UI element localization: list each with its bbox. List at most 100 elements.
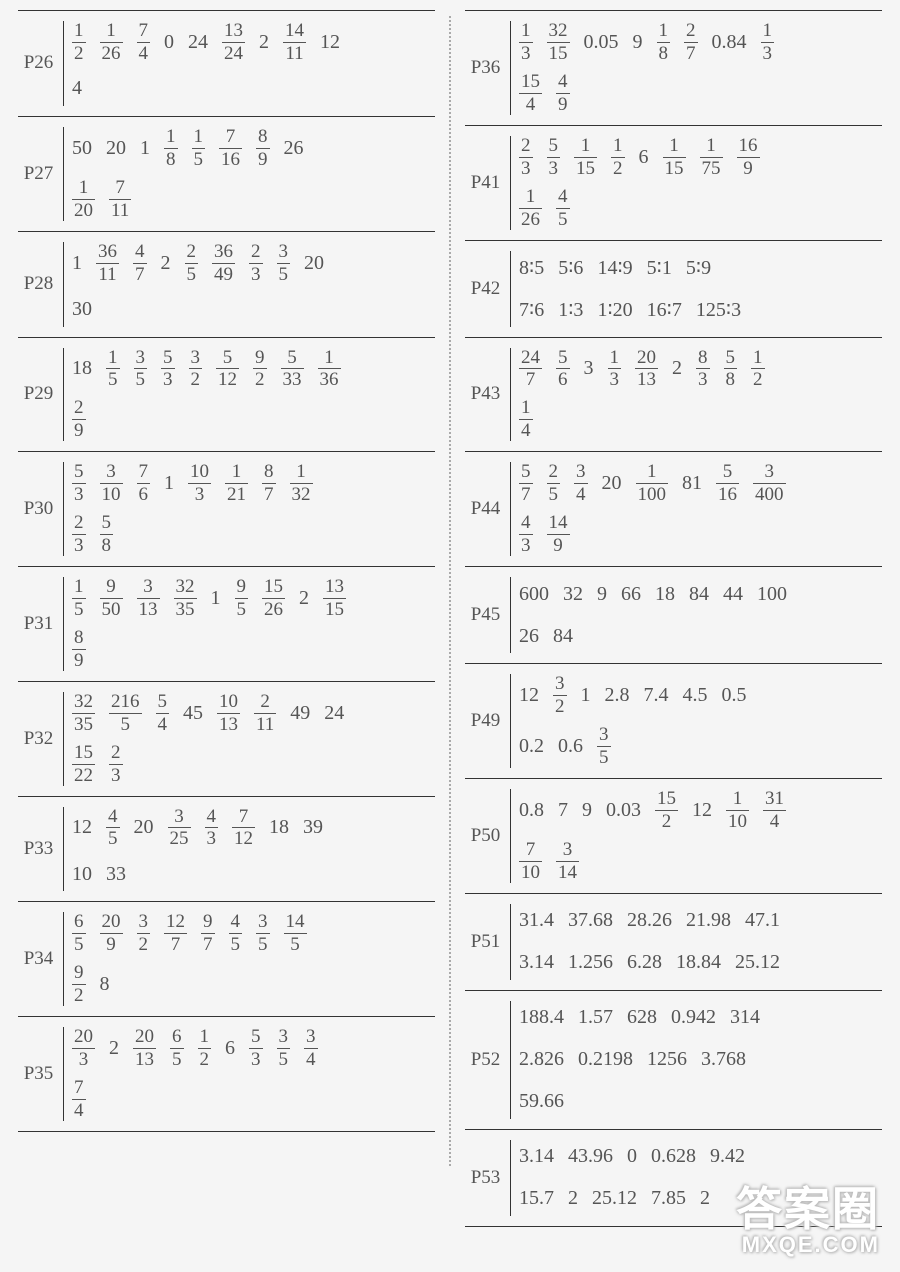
fraction-denominator: 9: [741, 159, 755, 179]
fraction: 3235: [174, 577, 197, 620]
fraction-denominator: 5: [72, 935, 86, 955]
answer-value: 24: [324, 696, 344, 730]
answer-value: 152: [655, 789, 678, 832]
answer-value: 0.942: [671, 1001, 716, 1035]
fraction-denominator: 24: [222, 44, 245, 64]
answers-cell: 1332150.05918270.841315449: [511, 21, 882, 115]
answer-value: 3611: [96, 242, 119, 285]
fraction-numerator: 7: [237, 807, 251, 827]
fraction: 1013: [217, 692, 240, 735]
answer-value: 76: [137, 462, 151, 505]
answer-value: 49: [290, 696, 310, 730]
answer-value: 83: [696, 348, 710, 391]
table-row: P45600329661884441002684: [465, 567, 882, 664]
fraction-denominator: 13: [635, 370, 658, 390]
fraction-denominator: 3: [761, 44, 775, 64]
fraction-numerator: 8: [72, 628, 86, 648]
table-row: P4457253420110081516340043149: [465, 452, 882, 567]
fraction: 120: [72, 178, 95, 221]
page-label: P28: [18, 242, 64, 327]
answer-value: 45: [556, 187, 570, 230]
fraction: 58: [100, 513, 114, 556]
answer-value: 37.68: [568, 904, 613, 938]
fraction: 716: [219, 127, 242, 170]
fraction-numerator: 5: [249, 1027, 263, 1047]
fraction-denominator: 6: [137, 485, 151, 505]
page-label: P53: [465, 1140, 511, 1216]
fraction-denominator: 35: [72, 715, 95, 735]
answer-value: 6.28: [627, 946, 662, 980]
fraction: 1522: [72, 743, 95, 786]
answer-value: 12: [198, 1027, 212, 1070]
answer-value: 1: [581, 678, 591, 712]
answer-value: 7: [558, 793, 568, 827]
fraction-numerator: 3: [277, 1027, 291, 1047]
answer-value: 18: [164, 127, 178, 170]
fraction-numerator: 1: [230, 462, 244, 482]
fraction-numerator: 1: [731, 789, 745, 809]
fraction-numerator: 36: [212, 242, 235, 262]
page-label: P51: [465, 904, 511, 980]
answer-value: 43: [205, 807, 219, 850]
fraction: 533: [281, 348, 304, 391]
answer-value: 132: [290, 462, 313, 505]
answer-value: 2013: [635, 348, 658, 391]
answers-cell: 600329661884441002684: [511, 577, 882, 653]
fraction-numerator: 1: [751, 348, 765, 368]
fraction: 1411: [283, 21, 306, 64]
fraction: 310: [100, 462, 123, 505]
table-row: P500.8790.0315212110314710314: [465, 779, 882, 894]
answer-value: 512: [216, 348, 239, 391]
fraction: 950: [100, 577, 123, 620]
answer-value: 0: [164, 25, 174, 59]
answer-value: 110: [726, 789, 749, 832]
fraction-denominator: 5: [229, 935, 243, 955]
fraction-numerator: 8: [696, 348, 710, 368]
fraction-numerator: 1: [761, 21, 775, 41]
fraction-denominator: 400: [753, 485, 786, 505]
answer-value: 2.8: [605, 678, 630, 712]
answer-value: 1.256: [568, 946, 613, 980]
page-label: P42: [465, 251, 511, 327]
answer-value: 12: [320, 25, 340, 59]
fraction-denominator: 4: [304, 1050, 318, 1070]
fraction: 2013: [133, 1027, 156, 1070]
fraction: 89: [256, 127, 270, 170]
fraction-numerator: 20: [100, 912, 123, 932]
answer-value: 211: [254, 692, 276, 735]
fraction-numerator: 16: [737, 136, 760, 156]
answer-value: 600: [519, 577, 549, 611]
fraction: 712: [232, 807, 255, 850]
answer-value: 23: [109, 743, 123, 786]
fraction-denominator: 2: [189, 370, 203, 390]
answer-value: 1324: [222, 21, 245, 64]
fraction: 203: [72, 1027, 95, 1070]
fraction-denominator: 5: [170, 1050, 184, 1070]
fraction: 35: [277, 242, 291, 285]
fraction-denominator: 8: [657, 44, 671, 64]
answer-value: 66: [621, 577, 641, 611]
answer-value: 3235: [72, 692, 95, 735]
table-row: P361332150.05918270.841315449: [465, 10, 882, 126]
answer-value: 115: [663, 136, 686, 179]
answer-value: 20: [304, 246, 324, 280]
answer-value: 0.2: [519, 729, 544, 763]
fraction-numerator: 3: [256, 912, 270, 932]
fraction-denominator: 14: [556, 863, 579, 883]
answer-value: 7.4: [644, 678, 669, 712]
answer-value: 15: [72, 577, 86, 620]
fraction-numerator: 36: [96, 242, 119, 262]
fraction: 1315: [323, 577, 346, 620]
fraction-numerator: 24: [519, 348, 542, 368]
fraction: 47: [133, 242, 147, 285]
fraction-numerator: 7: [72, 1078, 86, 1098]
fraction: 45: [229, 912, 243, 955]
fraction-numerator: 1: [72, 577, 86, 597]
answer-value: 0.8: [519, 793, 544, 827]
answer-value: 1: [72, 246, 82, 280]
answer-value: 53: [547, 136, 561, 179]
answer-value: 50: [72, 131, 92, 165]
answers-cell: 32352165544510132114924152223: [64, 692, 435, 786]
fraction: 18: [164, 127, 178, 170]
fraction-numerator: 5: [724, 348, 738, 368]
